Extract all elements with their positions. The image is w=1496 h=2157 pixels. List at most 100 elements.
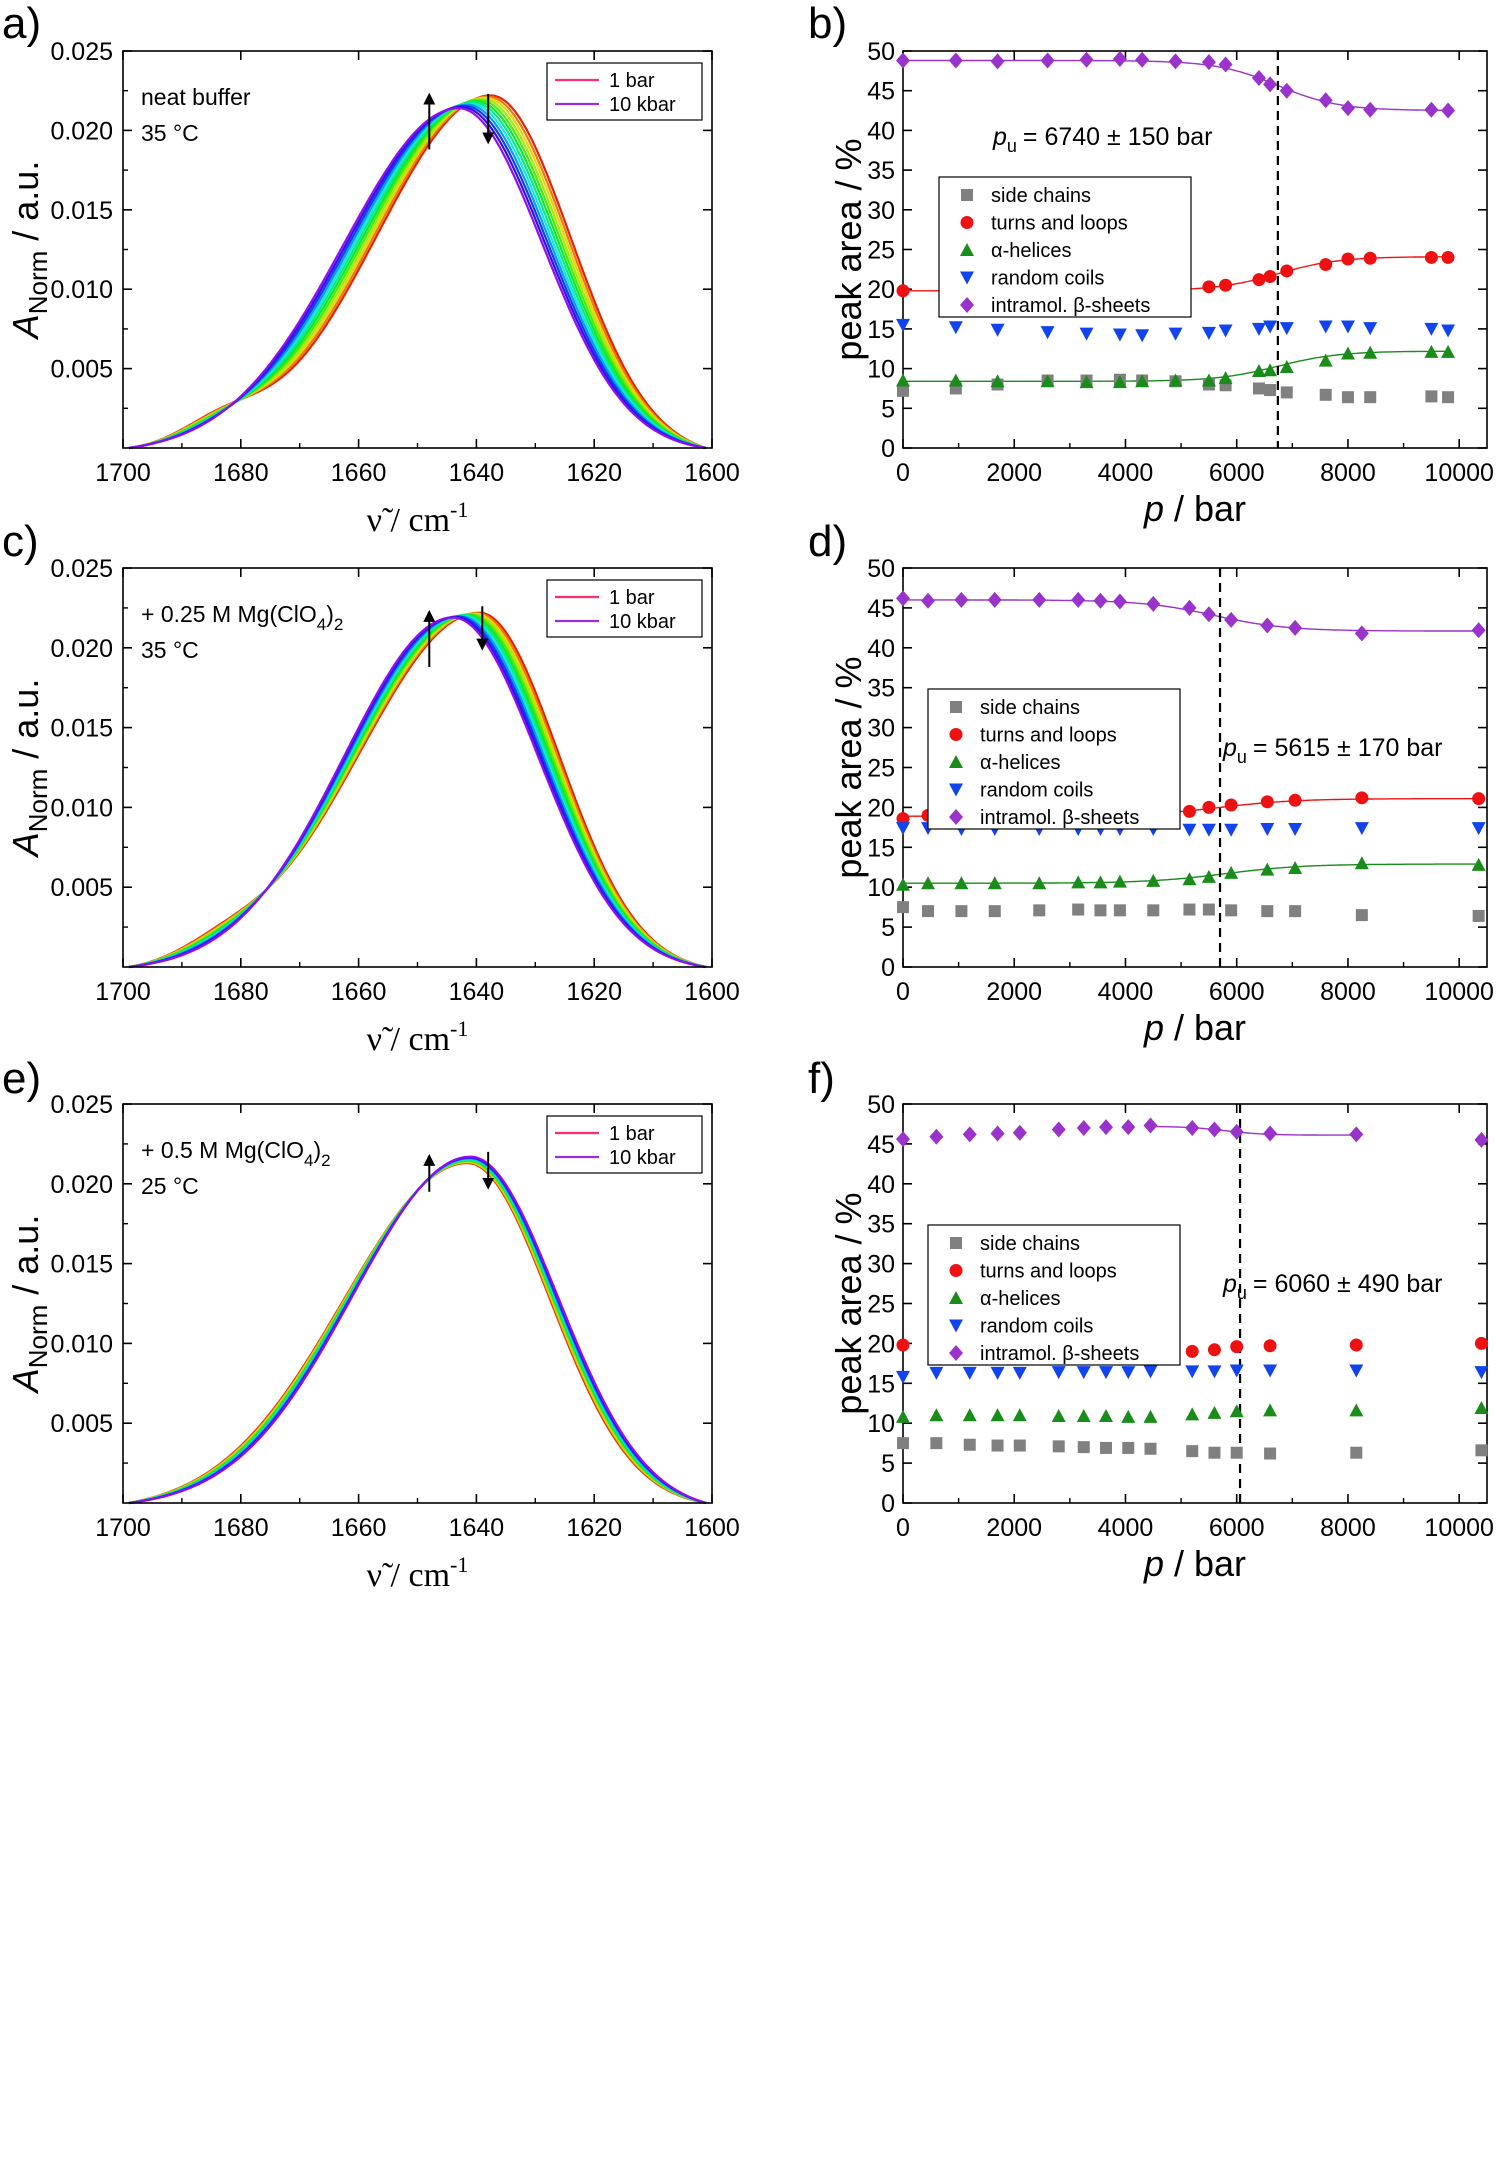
data-point-alpha-helices — [1112, 375, 1127, 389]
data-point-alpha-helices — [1201, 373, 1216, 387]
y-tick-label: 0.025 — [50, 38, 113, 66]
y-tick-label: 0.015 — [50, 197, 113, 225]
legend-label: random coils — [991, 268, 1104, 290]
data-point-turns-loops — [1202, 280, 1216, 294]
data-point-beta-sheets — [1076, 1119, 1091, 1136]
x-tick-label: 6000 — [1209, 1514, 1265, 1542]
data-point-alpha-helices — [1224, 865, 1239, 879]
data-point-side-chains — [1252, 382, 1265, 395]
y-axis-symbol: A — [5, 832, 46, 858]
x-tick-label: 1600 — [684, 1514, 740, 1542]
y-tick-label: 0.020 — [50, 117, 113, 145]
y-tick-label: 0.015 — [50, 1251, 113, 1279]
data-point-alpha-helices — [1288, 861, 1303, 875]
data-point-beta-sheets — [1260, 617, 1275, 634]
y-tick-label: 0.025 — [50, 555, 113, 583]
temperature-annotation: 25 °C — [141, 1173, 199, 1199]
y-tick-label: 40 — [867, 635, 895, 663]
spectrum-curve — [128, 1159, 707, 1505]
data-point-random-coils — [990, 323, 1005, 337]
data-point-alpha-helices — [1263, 1403, 1278, 1417]
data-point-side-chains — [1100, 1441, 1113, 1454]
data-point-turns-loops — [1441, 250, 1455, 264]
data-point-turns-loops — [1319, 258, 1333, 272]
data-point-turns-loops — [896, 812, 910, 826]
data-series — [896, 344, 1456, 389]
data-point-random-coils — [1263, 320, 1278, 334]
data-point-side-chains — [1350, 1446, 1363, 1459]
data-point-random-coils — [1349, 1364, 1364, 1378]
spectrum-curve — [128, 615, 707, 969]
data-point-turns-loops — [1363, 251, 1377, 265]
data-point-random-coils — [1251, 322, 1266, 336]
x-tick-label: 1680 — [213, 978, 269, 1006]
data-point-turns-loops — [1472, 792, 1486, 806]
y-tick-label: 25 — [867, 237, 895, 265]
x-tick-label: 1700 — [95, 1514, 151, 1542]
pu-symbol: p — [1222, 734, 1237, 762]
data-point-random-coils — [1363, 322, 1378, 336]
data-point-beta-sheets — [921, 592, 936, 609]
y-tick-label: 45 — [867, 595, 895, 623]
spectrum-curve — [128, 1160, 707, 1505]
panel-e-spectra: 1700 1680 1660 1640 1620 1600 0.005 0.010 0.015 0… — [5, 1091, 740, 1594]
spectrum-curve — [128, 1159, 707, 1505]
legend-box — [927, 688, 1181, 830]
data-point-beta-sheets — [1288, 619, 1303, 636]
legend-label-10kbar: 10 kbar — [609, 1147, 676, 1169]
y-tick-label: 5 — [881, 1450, 895, 1478]
data-point-beta-sheets — [962, 1126, 977, 1143]
y-tick-label: 0.010 — [50, 1330, 113, 1358]
y-tick-label: 40 — [867, 117, 895, 145]
data-point-alpha-helices — [949, 1291, 963, 1304]
unfolding-pressure-label: pu = 6060 ± 490 bar — [1222, 1270, 1443, 1303]
data-point-random-coils — [949, 1319, 963, 1333]
data-point-beta-sheets — [1168, 53, 1183, 70]
x-tick-label: 1700 — [95, 978, 151, 1006]
data-series — [896, 590, 1486, 642]
data-point-side-chains — [897, 1437, 909, 1450]
y-axis-label: ANorm / a.u. — [5, 1215, 53, 1395]
panel-a-spectra: 1700 1680 1660 1640 1620 1600 0.005 0.010 0.015 0… — [5, 38, 740, 539]
legend-label: random coils — [980, 780, 1093, 802]
data-point-random-coils — [949, 783, 963, 797]
data-series — [896, 1401, 1489, 1423]
legend-label: side chains — [980, 1233, 1080, 1255]
data-point-side-chains — [930, 1437, 943, 1450]
data-point-beta-sheets — [1093, 592, 1108, 609]
data-point-beta-sheets — [1012, 1124, 1027, 1141]
data-point-alpha-helices — [960, 243, 974, 256]
x-tick-label: 4000 — [1098, 459, 1154, 487]
data-point-side-chains — [1319, 388, 1332, 401]
x-tick-label: 0 — [896, 1514, 910, 1542]
data-point-turns-loops — [1202, 800, 1216, 814]
data-point-beta-sheets — [1340, 100, 1355, 117]
data-point-beta-sheets — [987, 591, 1002, 608]
y-tick-label: 0.010 — [50, 276, 113, 304]
pu-subscript: u — [1237, 1283, 1247, 1303]
x-tick-label: 2000 — [986, 459, 1042, 487]
data-point-turns-loops — [896, 1338, 910, 1352]
data-point-random-coils — [1135, 329, 1150, 343]
data-point-side-chains — [1475, 1444, 1488, 1457]
y-tick-label: 35 — [867, 1211, 895, 1239]
data-point-random-coils — [948, 321, 963, 335]
spectrum-curve — [128, 1157, 707, 1505]
sample-annotation: + 0.25 M Mg(ClO4)2 — [141, 601, 343, 634]
data-point-turns-loops — [1182, 804, 1196, 818]
data-point-alpha-helices — [1076, 1409, 1091, 1423]
temperature-annotation: 35 °C — [141, 120, 199, 146]
data-point-turns-loops — [960, 216, 974, 229]
panel-label: d) — [808, 517, 847, 566]
data-point-beta-sheets — [1218, 56, 1233, 73]
data-point-alpha-helices — [1318, 353, 1333, 367]
data-point-beta-sheets — [929, 1128, 944, 1145]
y-tick-label: 50 — [867, 555, 895, 583]
data-point-side-chains — [1230, 1446, 1243, 1459]
y-axis-symbol: A — [5, 314, 46, 340]
data-point-random-coils — [929, 1366, 944, 1380]
x-axis-text: ν̃ / cm — [367, 1557, 450, 1594]
x-axis-symbol: p — [1143, 488, 1164, 529]
panel-label: a) — [2, 0, 41, 48]
data-point-turns-loops — [1424, 250, 1438, 264]
